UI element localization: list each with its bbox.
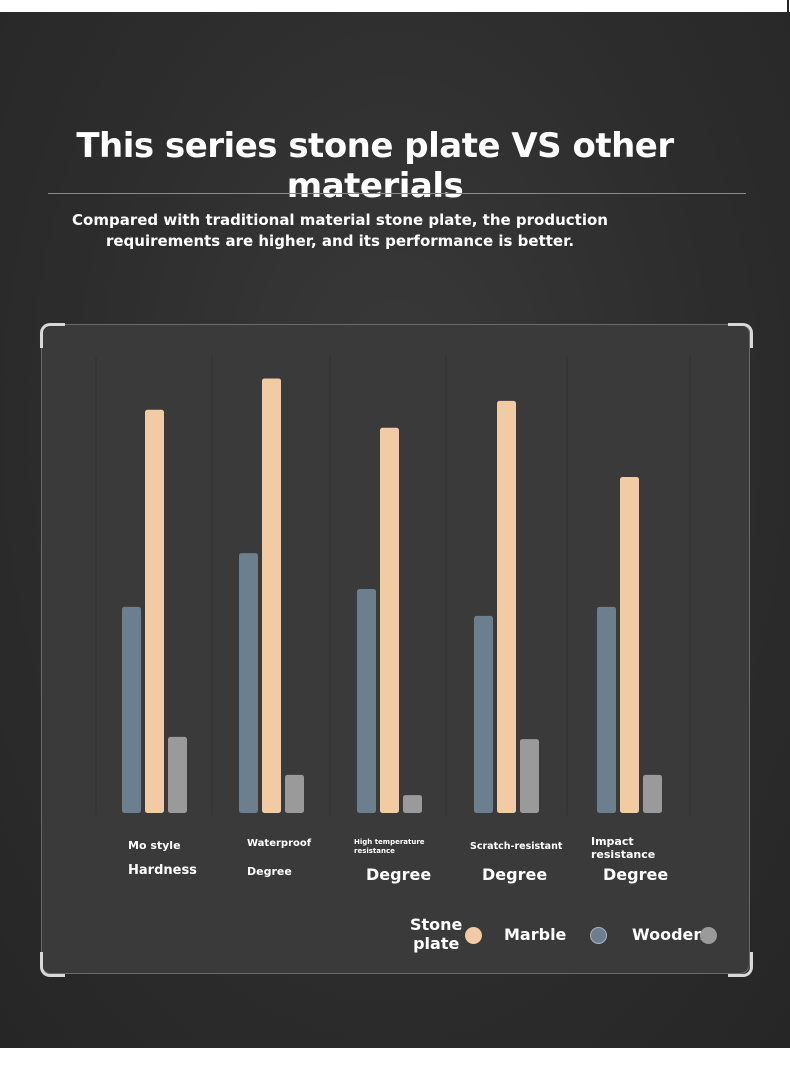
subtitle-line-2: requirements are higher, and its perform… xyxy=(105,232,575,250)
bar-wooden-0 xyxy=(168,736,187,813)
legend-label-marble: Marble xyxy=(504,925,567,944)
category-label-top-3: Scratch-resistant xyxy=(470,841,563,852)
corner-bracket-top-right xyxy=(728,323,753,348)
category-label-bottom-3: Degree xyxy=(482,865,548,884)
bar-stone-plate-4 xyxy=(620,477,639,813)
bar-marble-3 xyxy=(474,615,493,813)
category-label-bottom-1: Degree xyxy=(247,865,292,878)
bar-wooden-4 xyxy=(643,774,662,813)
corner-bracket-top-left xyxy=(40,323,65,348)
page-subtitle: Compared with traditional material stone… xyxy=(60,210,620,252)
legend-label-stone-plate: Stone plate xyxy=(410,915,462,953)
category-label-bottom-2: Degree xyxy=(366,865,432,884)
subtitle-line-1: Compared with traditional material stone… xyxy=(72,211,608,229)
legend-swatch-wooden xyxy=(700,927,717,944)
page-title: This series stone plate VS other materia… xyxy=(76,126,674,206)
bar-marble-4 xyxy=(597,606,616,813)
bar-stone-plate-3 xyxy=(497,400,516,813)
legend-swatch-stone-plate xyxy=(465,927,482,944)
category-label-top-0: Mo style xyxy=(128,839,181,852)
category-label-bottom-0: Hardness xyxy=(128,863,197,878)
legend-swatch-marble xyxy=(590,927,607,944)
bar-stone-plate-1 xyxy=(262,378,281,813)
bar-stone-plate-0 xyxy=(145,409,164,813)
bar-wooden-1 xyxy=(285,774,304,813)
corner-bracket-bottom-left xyxy=(40,952,65,977)
legend-label-wooden: Wooden xyxy=(632,925,705,944)
title-divider xyxy=(48,193,746,194)
category-label-top-1: Waterproof xyxy=(247,838,312,849)
corner-bracket-bottom-right xyxy=(728,952,753,977)
bar-wooden-3 xyxy=(520,739,539,813)
bar-marble-1 xyxy=(239,553,258,813)
bar-stone-plate-2 xyxy=(380,427,399,813)
legend-stone-line-2: plate xyxy=(413,934,460,953)
bar-wooden-2 xyxy=(403,795,422,813)
category-label-top-4: Impact resistance xyxy=(591,835,656,861)
legend-stone-line-1: Stone xyxy=(410,915,463,934)
bar-marble-2 xyxy=(357,589,376,813)
bar-marble-0 xyxy=(122,606,141,813)
category-label-top-2: High temperature resistance xyxy=(354,838,425,855)
category-label-bottom-4: Degree xyxy=(603,865,669,884)
edge-mark xyxy=(787,0,789,12)
